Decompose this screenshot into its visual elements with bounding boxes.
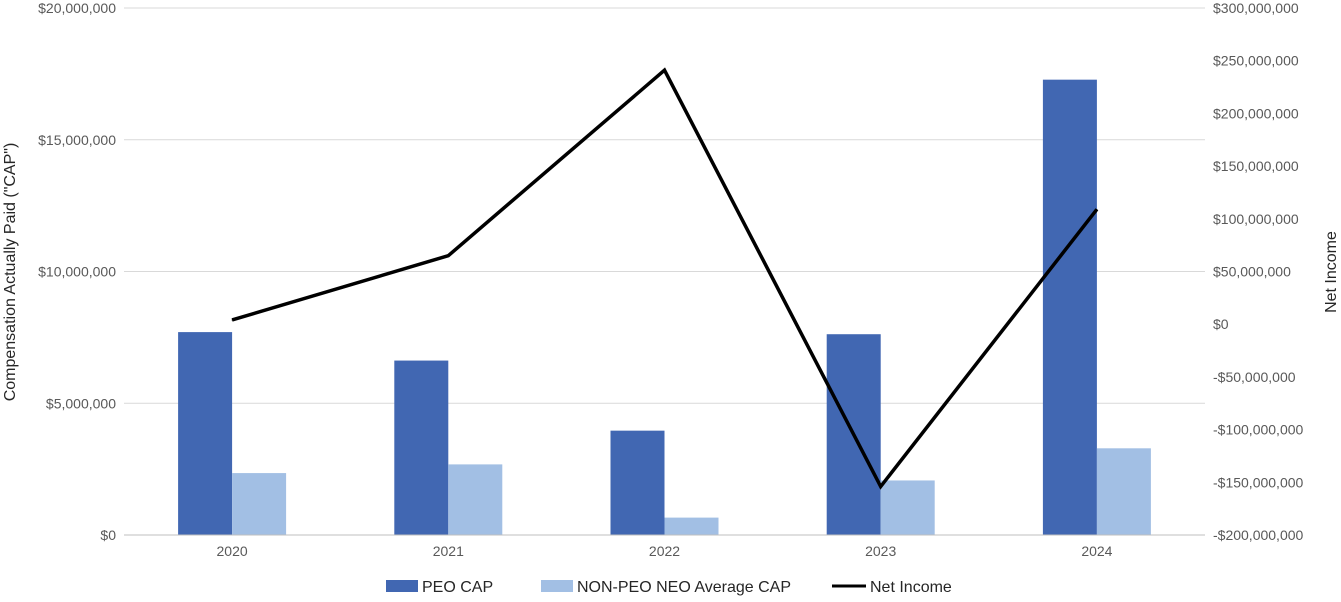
legend-label-non-peo-neo-average-cap: NON-PEO NEO Average CAP xyxy=(577,579,791,596)
right-tick-label: $200,000,000 xyxy=(1213,105,1299,121)
right-tick-label: -$100,000,000 xyxy=(1213,422,1304,438)
right-tick-label: -$200,000,000 xyxy=(1213,527,1304,543)
left-tick-label: $0 xyxy=(100,527,116,543)
x-tick-label-2021: 2021 xyxy=(433,543,464,559)
right-tick-label: $0 xyxy=(1213,316,1229,332)
right-tick-label: -$50,000,000 xyxy=(1213,369,1296,385)
point-net-income-2022 xyxy=(664,69,665,71)
left-tick-label: $20,000,000 xyxy=(38,0,116,16)
bar-non-peo-neo-average-cap-2024 xyxy=(1096,448,1151,535)
bar-non-peo-neo-average-cap-2020 xyxy=(232,473,287,535)
right-axis-ticks: -$200,000,000 -$150,000,000 -$100,000,000 -… xyxy=(1213,0,1304,543)
left-tick-label: $15,000,000 xyxy=(38,132,116,148)
point-net-income-2023 xyxy=(880,486,882,488)
x-axis-ticks: 2020 2021 2022 2023 2024 xyxy=(217,543,1113,559)
bars xyxy=(178,79,1151,535)
right-tick-label: $250,000,000 xyxy=(1213,53,1299,69)
right-tick-label: -$150,000,000 xyxy=(1213,474,1304,490)
left-axis-title: Compensation Actually Paid ("CAP") xyxy=(2,143,19,402)
legend-item-non-peo-neo-average-cap: NON-PEO NEO Average CAP xyxy=(541,579,791,596)
legend: PEO CAP NON-PEO NEO Average CAP Net Inco… xyxy=(386,579,952,596)
legend-item-peo-cap: PEO CAP xyxy=(386,579,493,596)
x-tick-label-2023: 2023 xyxy=(865,543,896,559)
right-tick-label: $100,000,000 xyxy=(1213,211,1299,227)
legend-label-net-income: Net Income xyxy=(870,579,952,596)
bar-non-peo-neo-average-cap-2023 xyxy=(880,480,935,535)
bar-peo-cap-2020 xyxy=(178,332,233,535)
point-net-income-2024 xyxy=(1096,208,1098,210)
bar-peo-cap-2022 xyxy=(610,430,665,535)
line-net-income xyxy=(231,67,1099,490)
right-tick-label: $150,000,000 xyxy=(1213,158,1299,174)
bar-non-peo-neo-average-cap-2022 xyxy=(664,517,719,535)
x-tick-label-2024: 2024 xyxy=(1081,543,1112,559)
x-tick-label-2022: 2022 xyxy=(649,543,680,559)
legend-item-net-income: Net Income xyxy=(832,579,952,596)
left-tick-label: $5,000,000 xyxy=(46,395,116,411)
bar-peo-cap-2024 xyxy=(1042,79,1097,535)
right-tick-label: $50,000,000 xyxy=(1213,264,1291,280)
x-tick-label-2020: 2020 xyxy=(217,543,248,559)
net-income-line-layer xyxy=(231,67,1099,490)
right-axis-title: Net Income xyxy=(1323,231,1340,313)
right-tick-label: $300,000,000 xyxy=(1213,0,1299,16)
left-axis-ticks: $0 $5,000,000 $10,000,000 $15,000,000 $20,00… xyxy=(38,0,116,543)
bar-non-peo-neo-average-cap-2021 xyxy=(448,464,503,535)
point-net-income-2020 xyxy=(231,319,233,321)
legend-swatch-non-peo-neo-average-cap xyxy=(541,580,573,592)
point-net-income-2021 xyxy=(447,255,449,257)
legend-label-peo-cap: PEO CAP xyxy=(422,579,493,596)
left-tick-label: $10,000,000 xyxy=(38,264,116,280)
legend-swatch-peo-cap xyxy=(386,580,418,592)
gridlines xyxy=(124,7,1205,404)
bar-peo-cap-2021 xyxy=(394,360,449,535)
